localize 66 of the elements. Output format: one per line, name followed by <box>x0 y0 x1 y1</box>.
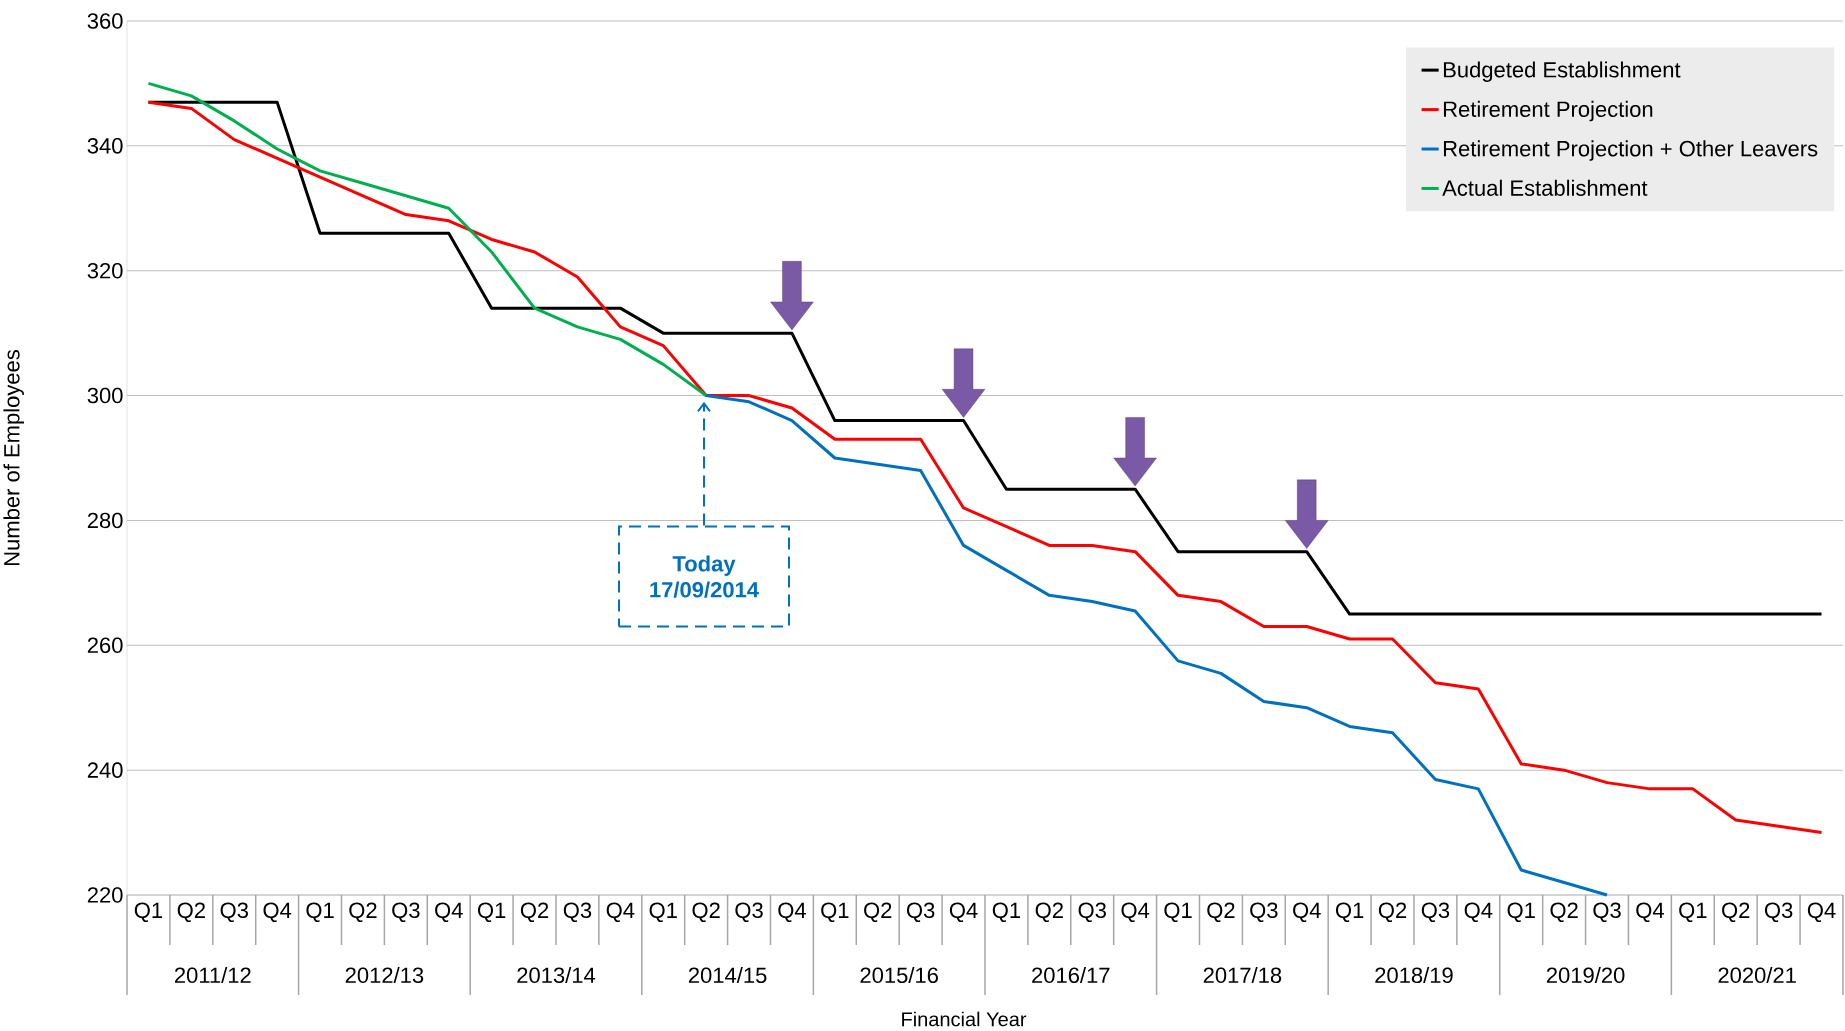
x-tick-label: Q2 <box>1378 902 1407 923</box>
x-tick-label: Q4 <box>435 902 463 923</box>
x-axis-title: Financial Year <box>902 1011 1027 1027</box>
x-tick-label: Q1 <box>306 902 334 923</box>
text: 2012/13 <box>345 966 424 984</box>
x-tick-label: Q3 <box>1593 902 1621 923</box>
y-tick-label: 240 <box>87 762 123 778</box>
x-tick-label: Q3 <box>1078 902 1106 923</box>
text: 2011/12 <box>174 966 251 984</box>
x-tick-label: Q3 <box>220 902 248 923</box>
x-tick-label: Q2 <box>177 902 205 923</box>
x-tick-label: Q4 <box>1121 902 1150 923</box>
x-tick-label: Q3 <box>1250 902 1278 923</box>
x-tick-label: Q2 <box>692 902 720 923</box>
y-tick-label: 260 <box>87 637 123 654</box>
x-tick-label: Q3 <box>735 902 763 923</box>
x-tick-label: Q3 <box>906 902 935 923</box>
x-tick-label: Q1 <box>1335 902 1364 923</box>
y-tick-label: 300 <box>87 387 123 404</box>
x-tick-label: Q4 <box>606 902 635 923</box>
x-tick-label: Q1 <box>1679 902 1707 923</box>
x-tick-label: Q4 <box>1636 902 1664 923</box>
x-tick-label: Q2 <box>1035 902 1063 923</box>
y-tick-label: 320 <box>87 262 123 279</box>
x-tick-label: Q1 <box>134 902 163 923</box>
x-tick-label: Q4 <box>1293 902 1321 923</box>
x-tick-label: Q2 <box>520 902 549 923</box>
annotation: Today 17/09/2014 <box>650 555 759 598</box>
line-series <box>146 81 708 398</box>
x-tick-label: Q2 <box>349 902 377 923</box>
x-tick-label: Q4 <box>263 902 292 923</box>
x-tick-label: Q4 <box>949 902 978 923</box>
x-tick-label: Q3 <box>392 902 420 923</box>
x-tick-label: Q1 <box>478 902 506 923</box>
y-tick-label: 360 <box>87 13 123 29</box>
text: 2018/19 <box>1375 966 1453 984</box>
x-tick-label: Q3 <box>1764 902 1793 923</box>
x-tick-label: Q1 <box>992 902 1021 923</box>
y-tick-label: 220 <box>87 887 123 903</box>
x-tick-label: Q4 <box>778 902 806 923</box>
x-tick-label: Q1 <box>649 902 677 923</box>
x-tick-label: Q3 <box>563 902 592 923</box>
y-tick-label: 280 <box>87 512 123 529</box>
x-tick-label: Q4 <box>1464 902 1493 923</box>
legend-label: Retirement Projection <box>1443 100 1653 122</box>
x-tick-label: Q2 <box>1207 902 1235 923</box>
x-tick-label: Q2 <box>864 902 892 923</box>
legend-label: Budgeted Establishment <box>1443 61 1681 82</box>
text: 2020/21 <box>1718 966 1796 984</box>
x-tick-label: Q2 <box>1722 902 1750 923</box>
x-tick-label: Q1 <box>1507 902 1535 923</box>
legend-label: Retirement Projection + Other Leavers <box>1443 140 1818 161</box>
legend-label: Actual Establishment <box>1442 179 1648 196</box>
x-tick-label: Q3 <box>1421 902 1450 923</box>
x-tick-label: Q4 <box>1807 902 1836 923</box>
text: 2016/17 <box>1032 966 1110 984</box>
y-tick-label: 340 <box>87 138 123 154</box>
x-tick-label: Q2 <box>1550 902 1578 923</box>
text: 2019/20 <box>1546 966 1625 984</box>
text: 2013/14 <box>517 966 596 984</box>
text: 2017/18 <box>1203 966 1282 984</box>
y-axis-title: Number of Employees <box>3 350 24 566</box>
x-tick-label: Q1 <box>821 902 849 923</box>
text: 2014/15 <box>688 966 767 984</box>
text: 2015/16 <box>860 966 938 984</box>
x-tick-label: Q1 <box>1164 902 1192 923</box>
